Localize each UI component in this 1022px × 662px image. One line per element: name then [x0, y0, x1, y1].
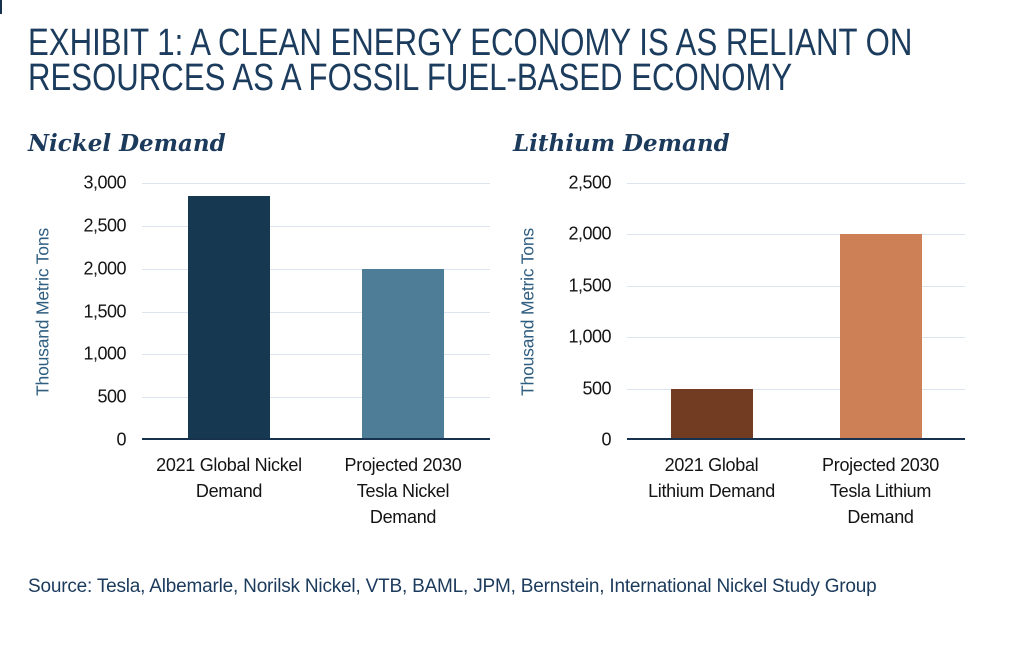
y-tick-label: 0 — [601, 429, 611, 450]
bar-2021-global-nickel-demand — [188, 195, 270, 440]
y-tick-label: 2,000 — [83, 258, 126, 279]
y-tick-label: 1,000 — [568, 326, 611, 347]
gridline — [627, 183, 965, 184]
gridline — [627, 337, 965, 339]
gridline — [142, 354, 490, 356]
gridline — [142, 183, 490, 184]
y-tick-label: 3,000 — [83, 172, 126, 193]
y-tick-label: 500 — [97, 386, 126, 407]
page-title-line-1: EXHIBIT 1: A CLEAN ENERGY ECONOMY IS AS … — [28, 22, 913, 64]
x-axis-labels: 2021 Global Lithium Demand Projected 2030… — [627, 452, 965, 536]
x-tick-label: Projected 2030 Tesla Lithium Demand — [822, 455, 939, 527]
chart-title-nickel: Nickel Demand — [28, 130, 226, 157]
y-tick-label: 0 — [116, 429, 126, 450]
page-title: EXHIBIT 1: A CLEAN ENERGY ECONOMY IS AS … — [28, 22, 913, 99]
y-axis-ticks: 0 500 1,000 1,500 2,000 2,500 — [543, 173, 627, 450]
plot-area — [142, 183, 490, 440]
charts-row: Nickel Demand Thousand Metric Tons 0 500 1… — [28, 130, 994, 536]
plot-area — [627, 183, 965, 440]
x-axis-labels: 2021 Global Nickel Demand Projected 2030 … — [142, 452, 490, 536]
y-tick-label: 1,500 — [83, 301, 126, 321]
x-tick-label: 2021 Global Lithium Demand — [648, 455, 775, 501]
chart-title-lithium: Lithium Demand — [513, 130, 730, 157]
y-tick-label: 2,000 — [568, 223, 611, 244]
x-axis-baseline — [142, 438, 490, 440]
bar-2021-global-lithium-demand — [670, 388, 753, 440]
y-tick-label: 1,000 — [83, 343, 126, 364]
gridline — [627, 388, 965, 390]
gridline — [627, 234, 965, 236]
x-tick-label: 2021 Global Nickel Demand — [156, 455, 302, 501]
x-tick-label: Projected 2030 Tesla Nickel Demand — [344, 455, 462, 527]
y-axis-title: Thousand Metric Tons — [517, 227, 538, 396]
source-text: Source: Tesla, Albemarle, Norilsk Nickel… — [28, 576, 877, 597]
gridline — [142, 311, 490, 313]
gridline — [627, 285, 965, 287]
nickel-demand-chart: Nickel Demand Thousand Metric Tons 0 500 1… — [28, 130, 490, 536]
chart-body: Thousand Metric Tons 0 500 1,000 1,500 2,000… — [513, 173, 965, 536]
lithium-demand-chart: Lithium Demand Thousand Metric Tons 0 500… — [513, 130, 965, 536]
y-tick-label: 2,500 — [83, 215, 126, 236]
gridline — [142, 268, 490, 270]
y-axis-title: Thousand Metric Tons — [32, 227, 53, 396]
y-tick-label: 2,500 — [568, 172, 611, 193]
bar-projected-2030-tesla-lithium-demand — [839, 234, 922, 440]
page-edge-artifact — [0, 0, 2, 14]
y-tick-label: 500 — [582, 378, 611, 399]
x-axis-baseline — [627, 438, 965, 440]
gridline — [142, 397, 490, 399]
gridline — [142, 225, 490, 227]
bar-projected-2030-tesla-nickel-demand — [362, 268, 444, 440]
y-tick-label: 1,500 — [568, 275, 611, 296]
page-title-line-2: RESOURCES AS A FOSSIL FUEL-BASED ECONOMY — [28, 57, 793, 99]
chart-body: Thousand Metric Tons 0 500 1,000 1,500 2,000… — [28, 173, 490, 536]
y-axis-ticks: 0 500 1,000 1,500 2,000 2,500 3,000 — [58, 173, 142, 450]
